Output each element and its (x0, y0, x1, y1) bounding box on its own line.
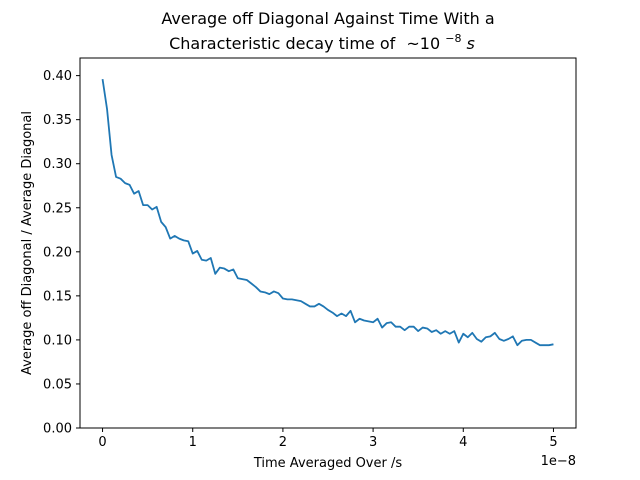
chart-title-line-2-text: Characteristic decay time of (169, 34, 396, 53)
x-tick-label: 5 (549, 435, 557, 450)
y-tick-label: 0.15 (43, 289, 72, 304)
x-tick-label: 2 (279, 435, 287, 450)
chart-title-math-prefix: ~10 (406, 34, 440, 53)
x-tick-label: 3 (369, 435, 377, 450)
axes-frame (79, 57, 577, 429)
chart-title: Average off Diagonal Against Time With a… (161, 9, 494, 53)
chart-title-math-exponent: −8 (445, 32, 461, 45)
x-tick-label: 4 (459, 435, 467, 450)
chart-title-line-1: Average off Diagonal Against Time With a (161, 9, 494, 28)
y-tick-label: 0.35 (43, 113, 72, 128)
x-tick-label: 0 (98, 435, 106, 450)
x-tick-label: 1 (189, 435, 197, 450)
y-axis-label: Average off Diagonal / Average Diagonal (20, 111, 35, 375)
x-axis-label: Time Averaged Over /s (253, 456, 402, 471)
y-tick-label: 0.20 (43, 245, 72, 260)
y-tick-label: 0.25 (43, 201, 72, 216)
series-line-0 (101, 79, 554, 347)
y-tick-label: 0.30 (43, 157, 72, 172)
y-tick-label: 0.00 (43, 422, 72, 437)
y-axis-ticks: 0.00 0.05 0.10 0.15 0.20 0.25 0.30 0.35 0.40 (43, 69, 80, 437)
x-axis-ticks: 0 1 2 3 4 5 (98, 428, 558, 450)
y-tick-label: 0.05 (43, 377, 72, 392)
y-tick-label: 0.40 (43, 69, 72, 84)
plot-area (101, 79, 554, 347)
chart-title-line-2: Characteristic decay time of ~10 −8 s (169, 27, 475, 53)
y-tick-label: 0.10 (43, 333, 72, 348)
x-axis-offset-label: 1e−8 (541, 454, 576, 469)
chart-title-math-suffix: s (467, 34, 475, 53)
